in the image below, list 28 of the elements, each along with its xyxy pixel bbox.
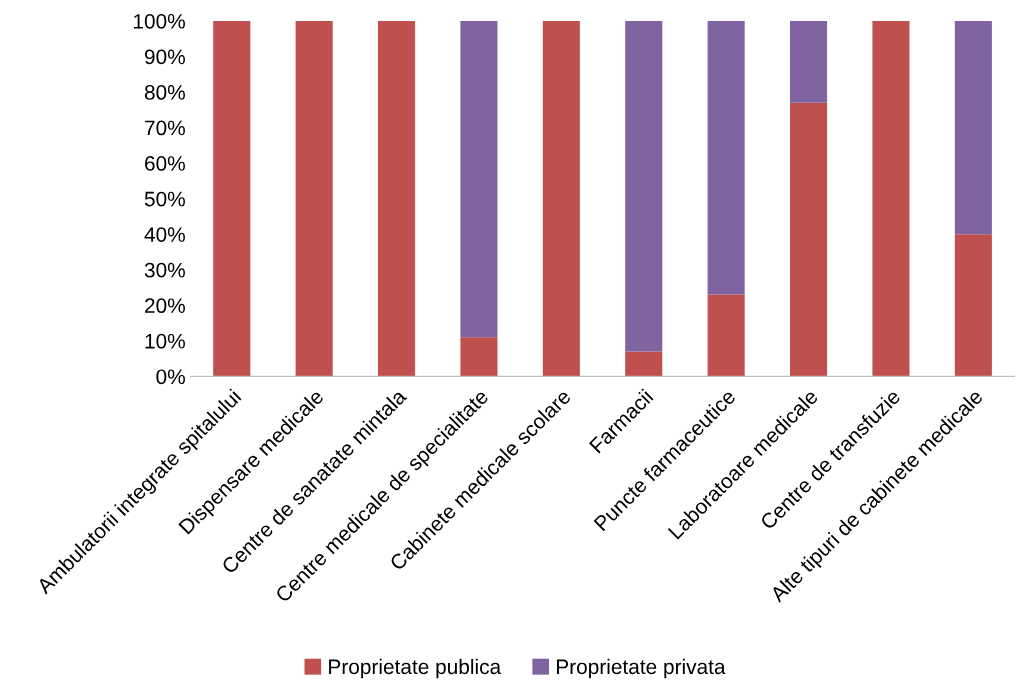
y-tick-label: 50% <box>144 191 185 207</box>
y-tick-label: 40% <box>144 227 185 242</box>
y-tick-label: 100% <box>134 13 185 29</box>
bar <box>707 20 745 295</box>
y-tick-label: 20% <box>145 298 185 314</box>
bar <box>460 20 498 338</box>
y-tick-label: 10% <box>145 333 185 349</box>
bar <box>213 20 251 377</box>
bar <box>790 102 828 377</box>
bar <box>790 20 828 103</box>
bar <box>625 351 663 377</box>
y-tick-label: 0% <box>156 369 185 385</box>
legend-label: Proprietate privata <box>557 658 726 679</box>
bar <box>625 20 663 352</box>
y-tick-label: 80% <box>144 85 185 100</box>
y-tick-label: 30% <box>144 262 185 278</box>
bar <box>707 294 745 377</box>
bar <box>954 20 992 235</box>
bar <box>295 20 333 377</box>
y-tick-label: 60% <box>145 156 185 171</box>
bar <box>872 20 910 377</box>
bar <box>460 337 498 377</box>
y-tick-label: 70% <box>145 120 185 136</box>
bar <box>542 20 580 377</box>
y-tick-label: 90% <box>144 49 185 65</box>
bar <box>954 234 992 377</box>
legend-label: Proprietate publica <box>329 658 502 679</box>
bar <box>378 20 416 377</box>
